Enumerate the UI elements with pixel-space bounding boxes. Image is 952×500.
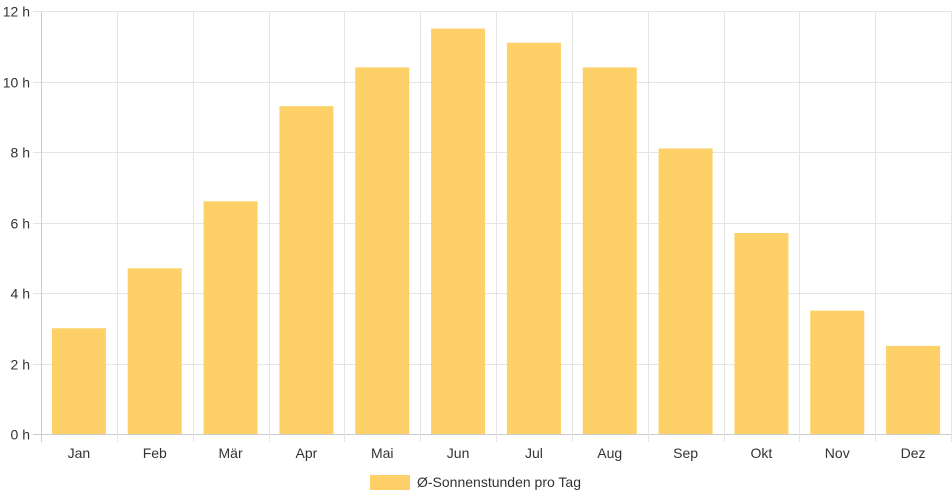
x-tick-label: Jun	[447, 445, 470, 461]
x-tick-label: Aug	[597, 445, 622, 461]
x-tick-label: Jul	[525, 445, 543, 461]
x-tick-label: Apr	[296, 445, 318, 461]
y-tick-label: 6 h	[11, 216, 30, 232]
y-tick-label: 0 h	[11, 427, 30, 443]
grid-lines	[33, 11, 952, 442]
bar-okt[interactable]	[734, 233, 789, 434]
x-tick-label: Dez	[901, 445, 926, 461]
bar-dez[interactable]	[886, 345, 941, 434]
legend-label: Ø-Sonnenstunden pro Tag	[417, 474, 581, 490]
bar-aug[interactable]	[582, 67, 637, 435]
bar-jan[interactable]	[51, 328, 106, 434]
y-tick-label: 10 h	[3, 75, 30, 91]
x-tick-label: Mai	[371, 445, 394, 461]
bar-apr[interactable]	[279, 106, 334, 435]
y-tick-label: 2 h	[11, 357, 30, 373]
bar-mai[interactable]	[355, 67, 410, 435]
x-tick-label: Nov	[825, 445, 850, 461]
x-axis-ticks: Jan Feb Mär Apr Mai Jun Jul Aug Sep Okt Nov Dez	[68, 445, 926, 461]
y-axis-ticks: 0 h 2 h 4 h 6 h 8 h 10 h 12 h	[3, 4, 30, 443]
x-tick-label: Sep	[673, 445, 698, 461]
x-tick-label: Jan	[68, 445, 91, 461]
bar-jul[interactable]	[506, 42, 561, 434]
y-tick-label: 8 h	[11, 145, 30, 161]
bars	[51, 28, 941, 435]
y-tick-label: 12 h	[3, 4, 30, 20]
bar-sep[interactable]	[658, 148, 713, 434]
bar-mär[interactable]	[203, 201, 258, 434]
legend-swatch	[370, 475, 410, 490]
x-tick-label: Okt	[751, 445, 773, 461]
x-tick-label: Mär	[219, 445, 243, 461]
x-tick-label: Feb	[143, 445, 167, 461]
bar-jun[interactable]	[431, 28, 486, 434]
y-tick-label: 4 h	[11, 286, 30, 302]
bar-nov[interactable]	[810, 310, 865, 434]
bar-feb[interactable]	[127, 268, 182, 434]
legend[interactable]: Ø-Sonnenstunden pro Tag	[370, 474, 581, 490]
